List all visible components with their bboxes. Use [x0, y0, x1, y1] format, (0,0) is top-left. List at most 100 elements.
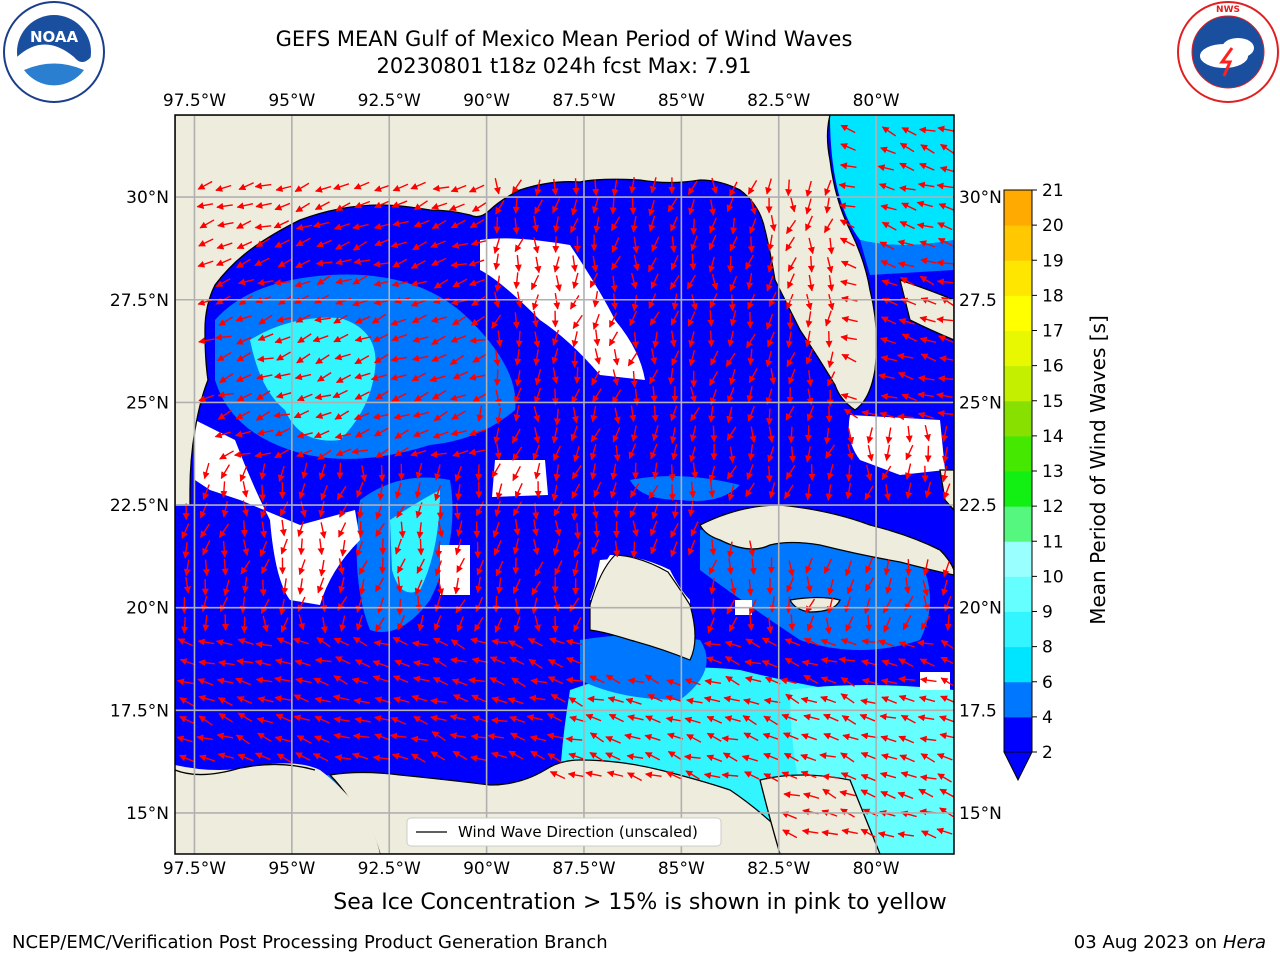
wave-direction-arrow: [841, 715, 857, 725]
colorbar-tick-label: 19: [1042, 251, 1064, 271]
wave-direction-arrow: [727, 330, 735, 348]
wave-direction-arrow: [196, 202, 214, 210]
wave-direction-arrow: [742, 715, 757, 726]
wave-direction-arrow: [257, 696, 274, 704]
wave-direction-arrow: [749, 218, 757, 235]
wave-direction-arrow: [917, 411, 934, 419]
wave-direction-arrow: [372, 412, 390, 420]
wave-direction-arrow: [781, 771, 798, 780]
wave-direction-arrow: [353, 697, 371, 705]
wave-direction-arrow: [389, 732, 407, 740]
wave-direction-arrow: [334, 241, 350, 250]
wave-direction-arrow: [669, 275, 680, 290]
wave-direction-arrow: [512, 446, 523, 461]
wave-direction-arrow: [255, 410, 271, 421]
wave-direction-arrow: [784, 657, 800, 667]
wave-direction-arrow: [240, 520, 248, 538]
wave-direction-arrow: [847, 427, 855, 445]
wave-direction-arrow: [769, 215, 777, 232]
wave-direction-arrow: [512, 197, 520, 214]
wave-direction-arrow: [257, 333, 274, 341]
wave-direction-arrow: [881, 221, 897, 231]
wave-direction-arrow: [373, 639, 391, 647]
wave-direction-arrow: [905, 444, 914, 461]
wave-direction-arrow: [492, 521, 500, 538]
wave-direction-arrow: [800, 696, 818, 704]
wave-direction-arrow: [768, 482, 776, 499]
wave-direction-arrow: [514, 370, 522, 387]
wave-direction-arrow: [608, 713, 624, 723]
wave-direction-arrow: [785, 219, 797, 235]
wave-direction-arrow: [450, 639, 465, 650]
wave-direction-arrow: [354, 391, 370, 400]
wave-direction-arrow: [332, 389, 348, 399]
wave-direction-arrow: [899, 162, 915, 172]
wave-direction-arrow: [823, 218, 834, 234]
wave-direction-arrow: [379, 557, 387, 575]
wave-direction-arrow: [743, 698, 760, 705]
wave-direction-arrow: [651, 425, 659, 442]
wave-direction-arrow: [216, 351, 232, 362]
wave-direction-arrow: [729, 368, 736, 386]
wave-direction-arrow: [667, 750, 683, 761]
wave-direction-arrow: [628, 443, 637, 460]
wave-direction-arrow: [257, 355, 274, 363]
wave-direction-arrow: [589, 272, 599, 289]
wave-direction-arrow: [495, 330, 503, 348]
wave-direction-arrow: [827, 237, 835, 255]
colorbar-tick-label: 11: [1042, 532, 1064, 552]
wave-direction-arrow: [410, 260, 426, 269]
wave-direction-arrow: [744, 658, 761, 666]
wave-direction-arrow: [434, 560, 443, 577]
wave-direction-arrow: [900, 276, 915, 287]
wave-direction-arrow: [297, 596, 306, 613]
wave-direction-arrow: [806, 370, 814, 387]
wave-direction-arrow: [276, 753, 292, 763]
wave-direction-arrow: [805, 598, 816, 614]
wave-direction-arrow: [298, 483, 306, 500]
wave-direction-arrow: [879, 771, 897, 779]
wave-direction-arrow: [860, 698, 877, 706]
wave-direction-arrow: [434, 485, 442, 502]
wave-direction-arrow: [783, 752, 799, 762]
wave-direction-arrow: [667, 197, 678, 213]
wave-direction-arrow: [708, 199, 716, 216]
wave-direction-arrow: [527, 638, 543, 647]
wave-direction-arrow: [624, 733, 641, 740]
wave-direction-arrow: [547, 659, 563, 668]
wave-direction-arrow: [804, 425, 812, 443]
wave-direction-arrow: [392, 183, 409, 192]
wave-direction-arrow: [571, 388, 581, 404]
wave-direction-arrow: [495, 200, 505, 215]
wave-direction-arrow: [703, 772, 721, 779]
wave-direction-arrow: [279, 501, 289, 517]
wave-direction-arrow: [258, 314, 273, 325]
wave-direction-arrow: [531, 310, 539, 328]
wave-direction-arrow: [235, 374, 252, 382]
wave-direction-arrow: [607, 696, 624, 703]
colorbar-tick-label: 18: [1042, 286, 1064, 306]
wave-direction-arrow: [377, 484, 385, 501]
wave-direction-arrow: [514, 237, 525, 253]
wave-direction-arrow: [880, 316, 897, 325]
wave-direction-arrow: [767, 256, 774, 273]
wave-direction-arrow: [512, 465, 521, 482]
wave-direction-arrow: [393, 413, 410, 420]
wave-direction-arrow: [726, 599, 736, 615]
wave-direction-arrow: [573, 445, 580, 463]
wave-direction-arrow: [532, 237, 540, 254]
wave-direction-arrow: [746, 333, 756, 349]
wave-direction-arrow: [710, 425, 718, 443]
wave-direction-arrow: [452, 694, 469, 703]
wave-direction-arrow: [610, 463, 618, 481]
wave-direction-arrow: [375, 503, 383, 520]
wave-direction-arrow: [352, 223, 369, 231]
wave-direction-arrow: [943, 595, 952, 612]
wave-direction-arrow: [336, 485, 347, 501]
wave-direction-arrow: [883, 617, 892, 633]
wave-direction-arrow: [549, 771, 566, 780]
wave-direction-arrow: [255, 676, 273, 684]
wave-direction-arrow: [197, 260, 214, 268]
wave-direction-arrow: [840, 279, 857, 287]
wave-direction-arrow: [430, 450, 447, 458]
